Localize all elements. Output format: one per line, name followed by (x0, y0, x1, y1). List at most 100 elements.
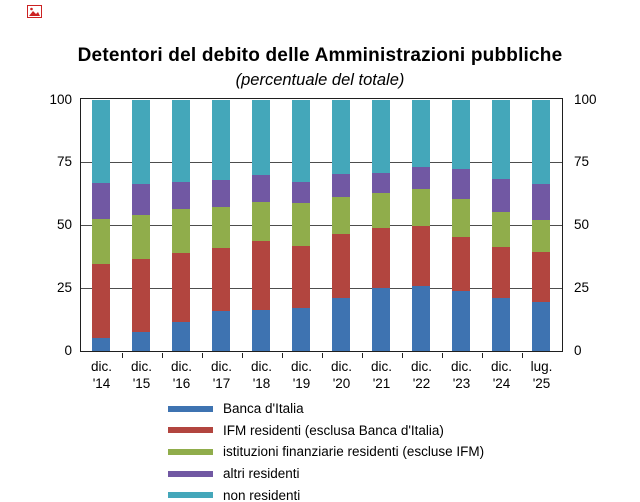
bar-segment (212, 100, 230, 181)
bar-dic-19 (292, 100, 310, 351)
bar-lug-25 (532, 100, 550, 351)
bar-dic-20 (332, 100, 350, 351)
x-tick-mark (401, 352, 403, 358)
legend-label: non residenti (223, 487, 301, 502)
broken-image-icon (27, 5, 42, 18)
bar-segment (252, 175, 270, 202)
bar-segment (332, 100, 350, 175)
x-tick-mark (201, 352, 203, 358)
bar-segment (532, 302, 550, 351)
y-tick-left-75: 75 (56, 154, 72, 170)
bar-segment (452, 100, 470, 170)
bar-segment (412, 285, 430, 351)
bar-segment (212, 180, 230, 207)
bar-segment (92, 219, 110, 265)
bar-segment (132, 332, 150, 351)
bar-segment (412, 189, 430, 226)
bar-dic-14 (92, 100, 110, 351)
x-tick-label: dic. '19 (290, 359, 312, 391)
bar-segment (252, 240, 270, 310)
bar-dic-18 (252, 100, 270, 351)
y-tick-left-0: 0 (64, 342, 72, 358)
bar-segment (252, 201, 270, 241)
bar-dic-22 (412, 100, 430, 351)
chart-subtitle: (percentuale del totale) (235, 71, 405, 89)
y-tick-left-100: 100 (49, 91, 72, 107)
bar-segment (492, 211, 510, 247)
x-tick-mark (441, 352, 443, 358)
x-tick-label: lug. '25 (530, 359, 553, 391)
y-tick-right-0: 0 (574, 342, 582, 358)
y-tick-right-100: 100 (574, 91, 597, 107)
x-tick-label: dic. '18 (250, 359, 272, 391)
bar-dic-17 (212, 100, 230, 351)
legend-label: IFM residenti (esclusa Banca d'Italia) (223, 422, 444, 438)
bar-segment (212, 310, 230, 351)
gridline-75 (81, 162, 562, 164)
legend-item: Banca d'Italia (168, 400, 304, 417)
x-tick-mark (241, 352, 243, 358)
bar-segment (492, 100, 510, 180)
legend-label: istituzioni finanziarie residenti (esclu… (223, 444, 485, 460)
legend-item: istituzioni finanziarie residenti (esclu… (168, 443, 484, 460)
plot-area (80, 98, 563, 352)
legend-swatch-icon (168, 470, 213, 477)
bar-segment (172, 100, 190, 182)
bar-segment (532, 251, 550, 303)
bar-segment (372, 288, 390, 351)
bar-segment (372, 100, 390, 173)
bar-segment (532, 100, 550, 185)
gridline-50 (81, 225, 562, 226)
y-tick-right-25: 25 (574, 279, 590, 295)
y-tick-right-50: 50 (574, 217, 590, 232)
x-tick-mark (321, 352, 323, 358)
x-tick-mark (121, 352, 123, 358)
x-tick-mark (481, 352, 483, 358)
legend-swatch-icon (168, 448, 213, 455)
legend-swatch-icon (168, 427, 213, 434)
bar-segment (452, 169, 470, 200)
bar-segment (92, 182, 110, 220)
x-tick-label: dic. '23 (450, 359, 472, 391)
bar-segment (492, 298, 510, 351)
bar-segment (172, 322, 190, 351)
bar-segment (172, 253, 190, 323)
bar-segment (332, 196, 350, 235)
x-tick-label: dic. '16 (170, 359, 192, 391)
y-tick-left-50: 50 (56, 217, 72, 232)
bar-segment (412, 225, 430, 286)
bar-segment (292, 308, 310, 351)
legend-swatch-icon (168, 405, 213, 412)
bar-segment (332, 298, 350, 351)
legend-item: non residenti (168, 487, 300, 502)
bar-segment (132, 100, 150, 185)
bar-segment (372, 192, 390, 229)
x-tick-label: dic. '22 (410, 359, 432, 391)
y-tick-right-75: 75 (574, 154, 590, 170)
bar-segment (252, 100, 270, 176)
bar-segment (452, 290, 470, 351)
bar-segment (372, 228, 390, 289)
bar-segment (92, 100, 110, 183)
bar-segment (532, 220, 550, 252)
bar-segment (452, 236, 470, 291)
bar-segment (292, 100, 310, 182)
x-tick-label: dic. '20 (330, 359, 352, 391)
bar-segment (292, 245, 310, 309)
bar-segment (452, 199, 470, 237)
x-tick-mark (161, 352, 163, 358)
bar-segment (412, 166, 430, 190)
bar-segment (92, 338, 110, 351)
bar-dic-23 (452, 100, 470, 351)
x-tick-label: dic. '15 (130, 359, 152, 391)
x-tick-mark (361, 352, 363, 358)
bar-segment (332, 234, 350, 299)
legend-swatch-icon (168, 492, 213, 499)
bar-segment (492, 246, 510, 299)
legend-label: altri residenti (223, 466, 300, 482)
y-tick-left-25: 25 (56, 279, 72, 295)
x-tick-label: dic. '24 (490, 359, 512, 391)
legend-item: altri residenti (168, 465, 300, 482)
bar-segment (212, 248, 230, 311)
